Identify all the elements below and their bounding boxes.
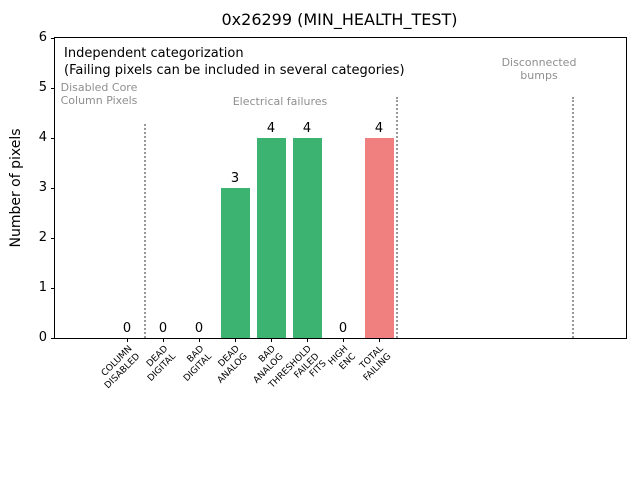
chart-title: 0x26299 (MIN_HEALTH_TEST): [221, 10, 458, 29]
bar-value-label: 4: [266, 121, 276, 136]
bar-value-label: 3: [230, 171, 240, 186]
x-tick-mark: [126, 338, 128, 342]
bar-value-label: 0: [338, 321, 348, 336]
x-tick-mark: [378, 338, 380, 342]
x-tick-mark: [162, 338, 164, 342]
section-label-disabled-core-column-pixels: Disabled Core Column Pixels: [60, 81, 138, 107]
y-tick-mark: [51, 87, 55, 89]
x-tick-label: DEAD DIGITAL: [144, 344, 178, 384]
y-tick-mark: [51, 137, 55, 139]
x-tick-label: HIGH ENC: [326, 344, 358, 372]
annotation-independent-categorization: Independent categorization: [64, 46, 244, 61]
x-tick-label: BAD DIGITAL: [181, 344, 214, 384]
plot-area: Independent categorization (Failing pixe…: [39, 30, 627, 391]
x-tick-mark: [342, 338, 344, 342]
y-tick-label: 0: [38, 330, 47, 345]
y-tick-label: 6: [38, 30, 47, 45]
x-tick-label: COLUMN DISABLED: [99, 344, 142, 391]
y-tick-label: 4: [38, 130, 47, 145]
y-tick-label: 2: [38, 230, 47, 245]
y-tick-label: 5: [38, 80, 47, 95]
bar-value-label: 0: [194, 321, 204, 336]
bar-value-label: 4: [302, 121, 312, 136]
x-tick-mark: [234, 338, 236, 342]
x-tick-label: TOTAL FAILING: [358, 344, 394, 383]
y-tick-mark: [51, 287, 55, 289]
x-tick-label: DEAD ANALOG: [215, 344, 250, 386]
x-tick-mark: [306, 338, 308, 342]
section-divider: [396, 97, 398, 338]
bar-value-label: 0: [158, 321, 168, 336]
bar-value-label: 0: [122, 321, 132, 336]
y-tick-label: 3: [38, 180, 47, 195]
annotation-failing-pixels-note: (Failing pixels can be included in sever…: [64, 63, 405, 78]
x-tick-mark: [198, 338, 200, 342]
bar: [364, 138, 394, 338]
y-tick-mark: [51, 37, 55, 39]
x-tick-mark: [270, 338, 272, 342]
section-divider: [572, 97, 575, 338]
bar: [292, 138, 322, 338]
y-tick-mark: [51, 337, 55, 339]
section-divider: [144, 124, 146, 338]
bar-value-label: 4: [374, 121, 384, 136]
y-tick-mark: [51, 237, 55, 239]
bar: [220, 188, 250, 338]
y-tick-mark: [51, 187, 55, 189]
bar: [256, 138, 286, 338]
y-tick-label: 1: [38, 280, 47, 295]
section-label-disconnected-bumps: Disconnected bumps: [501, 56, 577, 82]
section-label-electrical-failures: Electrical failures: [232, 95, 328, 108]
